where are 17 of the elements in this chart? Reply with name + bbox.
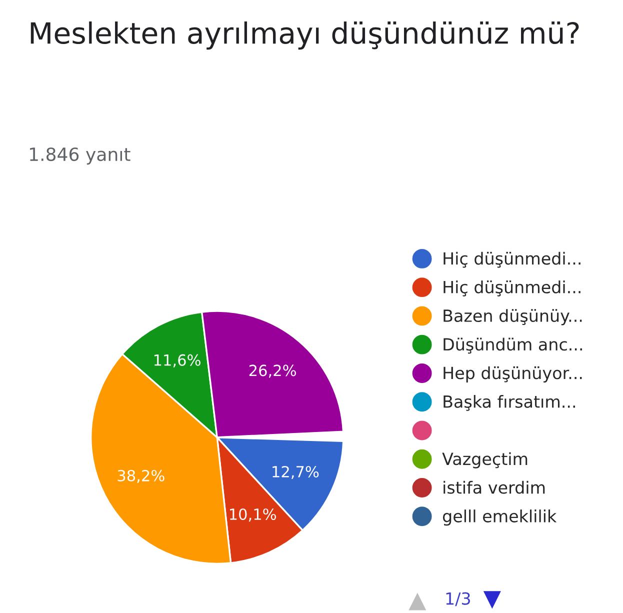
- legend-label: Düşündüm anc...: [444, 338, 582, 354]
- data-label: 11,6%: [154, 354, 200, 368]
- data-label: 10,1%: [230, 508, 276, 522]
- legend-label: Hiç düşünmedi...: [444, 252, 580, 268]
- data-label: 26,2%: [249, 364, 296, 378]
- chart-title: Meslekten ayrılmayı düşündünüz mü?: [30, 21, 579, 50]
- data-label: 12,7%: [272, 466, 319, 480]
- legend-label: Bazen düşünüy...: [444, 309, 582, 326]
- text: 1/3: [446, 592, 470, 606]
- legend-label: istifa verdim: [444, 480, 545, 494]
- chart-subtitle: 1.846 yanıt: [30, 147, 130, 165]
- legend-label: Başka fırsatım...: [444, 395, 575, 411]
- legend-label: Hep düşünüyor...: [444, 366, 582, 383]
- data-label: 38,2%: [118, 470, 164, 483]
- legend-label: gelll emeklilik: [442, 510, 557, 526]
- legend-label: Vazgeçtim: [442, 452, 528, 468]
- legend-label: Hiç düşünmedi...: [444, 280, 580, 296]
